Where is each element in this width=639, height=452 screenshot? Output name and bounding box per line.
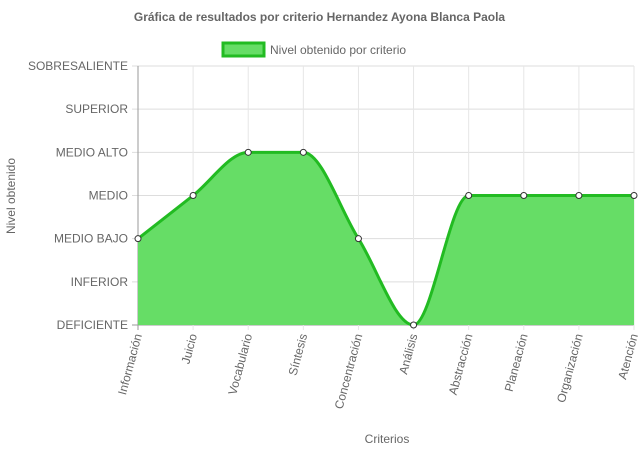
x-axis-title: Criterios: [365, 432, 410, 446]
data-point[interactable]: [189, 192, 197, 199]
y-tick-label: MEDIO BAJO: [54, 232, 128, 246]
x-tick-label: Análisis: [396, 332, 420, 376]
chart-title: Gráfica de resultados por criterio Herna…: [134, 10, 506, 24]
data-point[interactable]: [630, 192, 638, 199]
data-point[interactable]: [410, 321, 418, 329]
legend-swatch: [221, 41, 266, 58]
y-tick-label: INFERIOR: [71, 275, 129, 289]
x-tick-label: Vocabulario: [225, 332, 255, 397]
x-tick-label: Información: [115, 332, 145, 396]
data-point[interactable]: [299, 148, 307, 156]
data-point[interactable]: [244, 148, 252, 156]
y-tick-label: MEDIO ALTO: [56, 145, 128, 159]
data-point[interactable]: [465, 192, 473, 199]
x-axis-ticks: Información Juicio Vocabulario Síntesis Conc…: [115, 332, 639, 411]
x-tick-label: Concentración: [332, 332, 366, 410]
x-tick-label: Síntesis: [286, 332, 311, 377]
data-point[interactable]: [134, 235, 142, 243]
x-tick-label: Juicio: [179, 332, 201, 366]
x-tick-label: Atención: [615, 332, 639, 381]
y-tick-label: DEFICIENTE: [57, 318, 128, 332]
y-axis-title: Nivel obtenido: [4, 158, 18, 234]
legend[interactable]: Nivel obtenido por criterio: [221, 41, 406, 58]
x-tick-label: Abstracción: [446, 332, 476, 396]
x-tick-label: Organización: [554, 332, 586, 404]
y-tick-label: SUPERIOR: [65, 102, 128, 116]
y-tick-label: SOBRESALIENTE: [28, 59, 128, 73]
legend-label: Nivel obtenido por criterio: [270, 43, 406, 57]
y-axis-ticks: DEFICIENTE INFERIOR MEDIO BAJO MEDIO MEDIO A…: [28, 59, 128, 332]
x-tick-label: Planeación: [502, 332, 531, 393]
data-point[interactable]: [520, 192, 528, 199]
data-point[interactable]: [575, 192, 583, 199]
data-point[interactable]: [354, 235, 362, 243]
series-line: [137, 150, 634, 327]
plot-area: [134, 148, 638, 329]
y-tick-label: MEDIO: [89, 189, 128, 203]
